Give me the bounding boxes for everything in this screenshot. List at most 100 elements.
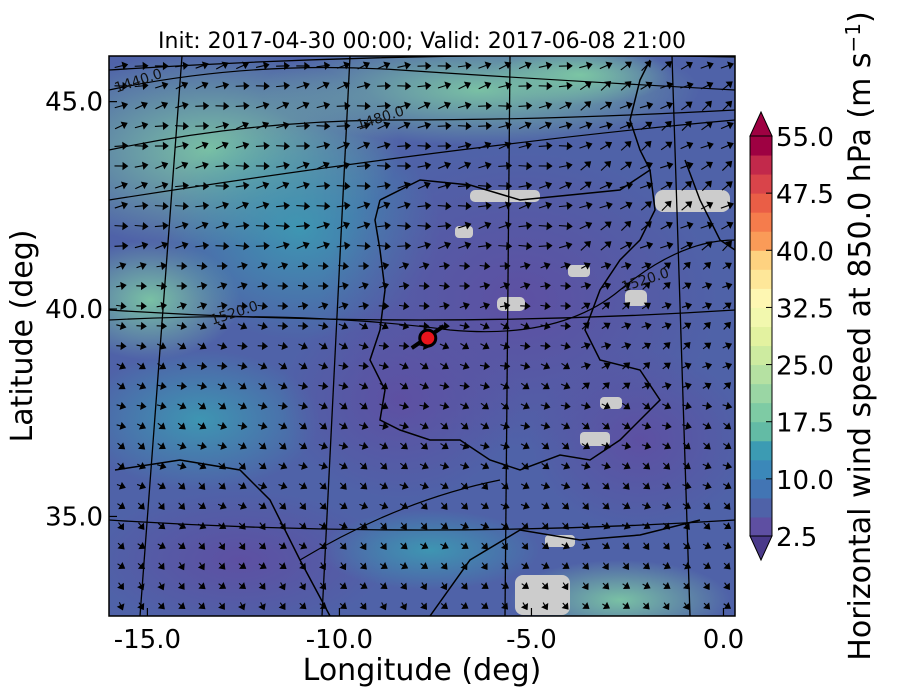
wind-vector-head — [666, 161, 674, 170]
wind-vector-head — [140, 401, 147, 411]
wind-vector-head — [565, 121, 573, 130]
wind-vector-head — [683, 502, 692, 510]
wind-vector-head — [441, 442, 449, 450]
wind-vector-head — [624, 262, 632, 271]
wind-vector-head — [379, 542, 387, 550]
wind-vector-head — [522, 561, 530, 570]
wind-vector-head — [685, 302, 693, 311]
wind-vector-head — [561, 522, 569, 530]
wind-vector-head — [465, 181, 472, 191]
colorbar-bin — [750, 364, 772, 385]
colorbar-extend-max — [749, 110, 773, 137]
wind-vector-head — [120, 121, 128, 130]
wind-vector-head — [461, 521, 469, 530]
wind-vector-head — [324, 201, 331, 211]
wind-vector-head — [663, 561, 671, 570]
wind-vector-head — [361, 421, 369, 430]
wind-vector-head — [178, 422, 186, 430]
wind-vector-head — [604, 160, 612, 168]
wind-vector-head — [178, 482, 186, 490]
wind-vector-head — [159, 401, 167, 410]
wind-vector-head — [504, 141, 512, 150]
wind-vector-head — [624, 81, 632, 89]
wind-vector-head — [420, 522, 428, 530]
wind-vector-head — [343, 61, 351, 70]
wind-vector-head — [626, 181, 634, 190]
x-tick-label: -10.0 — [306, 625, 373, 655]
wind-vector-head — [303, 221, 311, 231]
wind-vector-head — [523, 322, 531, 330]
wind-vector-head — [723, 502, 731, 510]
wind-vector-head — [339, 482, 347, 490]
wind-vector-head — [279, 562, 287, 569]
wind-vector-head — [583, 240, 591, 249]
colorbar-tick-label: 10.0 — [776, 466, 834, 496]
wind-vector-head — [425, 221, 432, 231]
wind-vector-head — [605, 61, 613, 70]
wind-vector-head — [179, 342, 187, 350]
wind-vector-head — [243, 101, 250, 111]
wind-vector-head — [604, 101, 613, 109]
wind-vector-head — [241, 61, 249, 70]
wind-vector-head — [282, 101, 290, 110]
wind-vector-head — [263, 81, 270, 91]
wind-vector-head — [240, 421, 248, 430]
wind-vector-head — [283, 161, 290, 170]
wind-vector-head — [602, 542, 611, 550]
wind-vector-head — [219, 522, 227, 530]
wind-vector-head — [665, 181, 673, 189]
wind-vector-head — [464, 101, 472, 110]
wind-vector-head — [705, 121, 713, 129]
wind-vector-head — [461, 542, 469, 550]
wind-vector-head — [504, 361, 511, 371]
colorbar-label-superscript: −1 — [841, 23, 865, 52]
wind-vector-head — [404, 101, 411, 110]
wind-vector-head — [260, 362, 268, 370]
wind-vector-head — [604, 282, 612, 290]
wind-vector-head — [501, 562, 509, 570]
wind-vector-head — [485, 241, 492, 250]
wind-vector-head — [664, 120, 672, 128]
wind-vector-head — [683, 442, 691, 450]
wind-vector-head — [645, 161, 653, 170]
wind-vector-head — [465, 201, 472, 211]
wind-vector-head — [644, 201, 652, 209]
wind-vector-head — [138, 422, 146, 430]
wind-vector-head — [340, 422, 348, 430]
wind-vector-head — [584, 161, 592, 169]
wind-vector-head — [117, 542, 125, 550]
wind-vector-head — [137, 583, 145, 591]
colorbar-bin — [750, 440, 772, 461]
wind-vector-head — [361, 501, 369, 510]
wind-vector-head — [725, 100, 733, 108]
wind-vector-head — [259, 442, 267, 450]
wind-vector-head — [240, 322, 248, 330]
wind-vector-head — [202, 241, 210, 250]
wind-vector-head — [444, 81, 452, 90]
wind-vector-head — [542, 502, 550, 510]
wind-vector-head — [304, 61, 311, 71]
wind-vector-head — [263, 241, 270, 251]
wind-vector-head — [604, 342, 612, 351]
wind-vector-head — [405, 141, 412, 151]
wind-vector-head — [302, 321, 309, 331]
wind-vector-head — [524, 121, 532, 130]
wind-vector-head — [566, 61, 573, 71]
wind-vector-head — [159, 461, 167, 470]
wind-vector-head — [238, 542, 246, 551]
wind-vector-head — [282, 181, 290, 190]
wind-vector-head — [181, 101, 189, 110]
wind-vector-head — [300, 342, 308, 350]
wind-vector-head — [157, 602, 165, 610]
wind-vector-head — [158, 541, 166, 550]
wind-vector-head — [198, 402, 207, 410]
colorbar-bin — [750, 269, 772, 289]
x-axis-label: Longitude (deg) — [303, 653, 542, 688]
wind-vector-head — [622, 542, 630, 550]
wind-vector-head — [425, 141, 432, 151]
wind-vector-head — [283, 201, 290, 210]
wind-vector-head — [402, 421, 409, 430]
wind-vector-head — [602, 502, 610, 510]
wind-vector-head — [379, 603, 387, 611]
wind-vector-head — [625, 241, 633, 249]
